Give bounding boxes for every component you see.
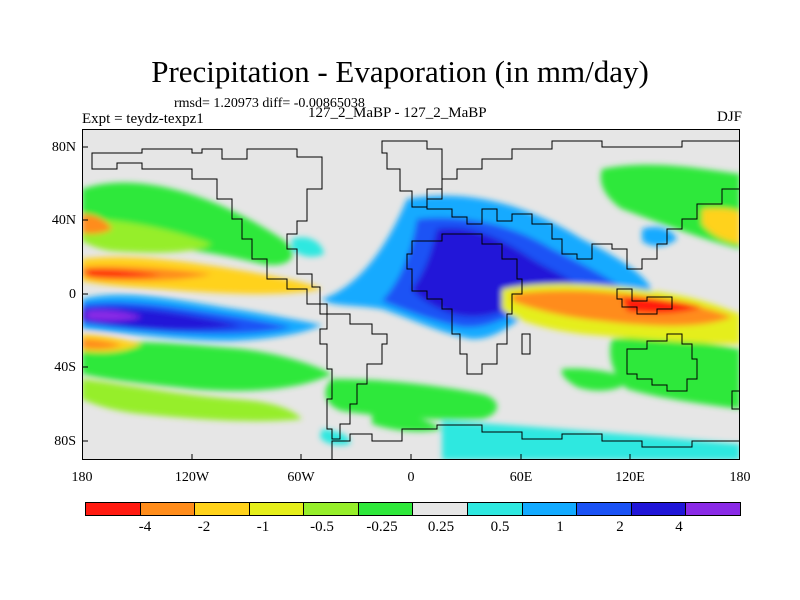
colorbar-label: 0.25 (427, 519, 455, 535)
tick-marks (82, 146, 631, 460)
colorbar (85, 502, 741, 516)
colorbar-label: -2 (197, 519, 211, 535)
y-tick-label: 80N (51, 140, 76, 155)
colorbar-swatch (86, 503, 141, 515)
plot-title: Precipitation - Evaporation (in mm/day) (151, 54, 649, 89)
colorbar-label: 0.5 (490, 519, 510, 535)
experiment-label: Expt = teydz-texpz1 (82, 111, 204, 127)
colorbar-swatch (140, 503, 196, 515)
x-tick-label: 120W (174, 470, 210, 485)
colorbar-swatch (686, 503, 740, 515)
colorbar-swatch (358, 503, 414, 515)
x-tick-label: 180 (71, 470, 93, 485)
x-tick-label: 180 (729, 470, 751, 485)
y-tick-label: 0 (69, 287, 76, 302)
y-tick-label: 80S (54, 434, 76, 449)
colorbar-swatch (195, 503, 250, 515)
colorbar-label: -4 (138, 519, 152, 535)
season-label: DJF (716, 109, 742, 125)
case-label: 127_2_MaBP - 127_2_MaBP (308, 105, 487, 121)
colorbar-swatch (522, 503, 578, 515)
colorbar-swatch (468, 503, 523, 515)
x-tick-label: 60E (509, 470, 533, 485)
y-tick-label: 40S (54, 360, 76, 375)
colorbar-label: -0.5 (310, 519, 334, 535)
stats-line: rmsd= 1.20973 diff= -0.00865038 (174, 96, 365, 111)
colorbar-swatch (413, 503, 469, 515)
colorbar-label: 4 (675, 519, 683, 535)
colorbar-swatch (631, 503, 687, 515)
x-tick-label: 60W (287, 470, 315, 485)
x-tick-label: 120E (615, 470, 645, 485)
colorbar-swatch (249, 503, 305, 515)
field-layer (82, 164, 740, 460)
colorbar-label: 1 (556, 519, 564, 535)
colorbar-label: 2 (616, 519, 624, 535)
colorbar-swatch (304, 503, 359, 515)
colorbar-label: -0.25 (366, 519, 398, 535)
pe-map (82, 129, 740, 460)
colorbar-label: -1 (256, 519, 270, 535)
coastline-layer (91, 140, 740, 460)
y-tick-label: 40N (51, 213, 76, 228)
colorbar-swatch (577, 503, 632, 515)
x-tick-label: 0 (407, 470, 415, 485)
